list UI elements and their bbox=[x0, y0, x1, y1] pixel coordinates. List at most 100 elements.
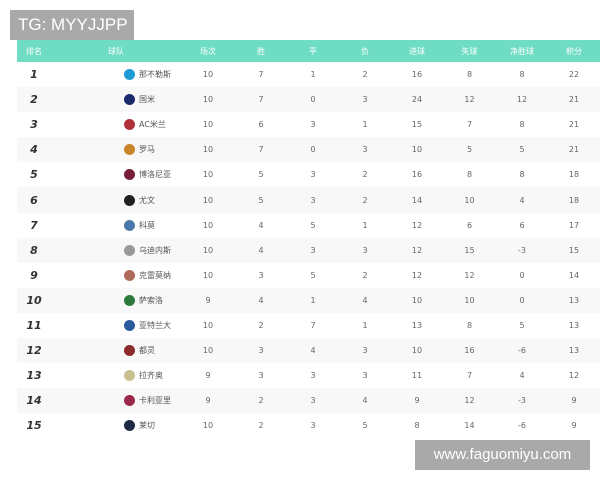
stat-gd: 8 bbox=[519, 170, 525, 180]
stat-d: 3 bbox=[310, 120, 316, 130]
team-cell: 尤文 bbox=[51, 187, 181, 213]
table-row: 3 AC米兰 10 6 3 1 15 7 8 21 bbox=[17, 112, 600, 137]
stat-ga: 15 bbox=[443, 237, 496, 263]
column-header: 平 bbox=[287, 40, 339, 62]
stat-gd: 8 bbox=[519, 70, 525, 80]
stat-l: 3 bbox=[362, 371, 368, 381]
team-name: 都灵 bbox=[139, 346, 155, 356]
stat-pts: 9 bbox=[548, 388, 600, 414]
team-cell: 亚特兰大 bbox=[51, 313, 181, 338]
stat-l: 5 bbox=[362, 421, 368, 431]
watermark-bottom: www.faguomiyu.com bbox=[415, 440, 590, 470]
rank: 3 bbox=[30, 118, 38, 132]
stat-ga: 16 bbox=[443, 338, 496, 364]
stat-d: 1 bbox=[287, 287, 339, 313]
stat-played: 10 bbox=[181, 187, 235, 213]
stat-ga: 8 bbox=[466, 320, 473, 330]
rank: 1 bbox=[30, 68, 38, 82]
stat-gf: 15 bbox=[411, 120, 423, 130]
team-name: AC米兰 bbox=[139, 120, 166, 130]
stat-gf: 16 bbox=[411, 70, 423, 80]
stat-l: 1 bbox=[362, 320, 368, 330]
stat-pts: 22 bbox=[568, 70, 580, 80]
stat-d: 0 bbox=[287, 137, 339, 163]
stat-ga: 5 bbox=[443, 137, 496, 163]
stat-l: 4 bbox=[339, 388, 391, 414]
udinese-icon bbox=[124, 244, 135, 256]
team-cell: 国米 bbox=[51, 87, 181, 113]
stat-w: 4 bbox=[258, 220, 264, 230]
stat-played: 9 bbox=[205, 371, 211, 381]
column-header: 胜 bbox=[235, 40, 287, 62]
stat-gf: 24 bbox=[391, 87, 443, 113]
stat-gf: 10 bbox=[391, 338, 443, 364]
stat-l: 3 bbox=[339, 338, 391, 364]
como-icon bbox=[124, 219, 135, 231]
stat-played: 10 bbox=[181, 338, 235, 364]
stat-l: 2 bbox=[362, 270, 368, 280]
stat-played: 10 bbox=[202, 220, 214, 230]
column-header: 进球 bbox=[391, 40, 443, 62]
team-cell: 克雷莫纳 bbox=[51, 263, 181, 288]
stat-ga: 12 bbox=[443, 87, 496, 113]
inter-icon bbox=[124, 94, 135, 106]
team-name: 国米 bbox=[139, 95, 155, 105]
stat-ga: 8 bbox=[466, 70, 473, 80]
rank: 13 bbox=[26, 369, 42, 383]
table-header: 排名 球队 场次胜平负进球 失球 净胜球 积分 bbox=[17, 40, 600, 62]
stat-pts: 18 bbox=[568, 170, 580, 180]
stat-pts: 17 bbox=[568, 220, 580, 230]
sassuolo-icon bbox=[124, 294, 135, 306]
stat-d: 3 bbox=[287, 187, 339, 213]
rank: 4 bbox=[17, 137, 51, 163]
table-row: 15 莱切 10 2 3 5 8 14 -6 9 bbox=[17, 413, 600, 438]
stat-gd: 5 bbox=[496, 137, 548, 163]
juventus-icon bbox=[124, 194, 135, 206]
stat-d: 3 bbox=[287, 388, 339, 414]
team-name: 亚特兰大 bbox=[139, 320, 171, 330]
stat-d: 5 bbox=[310, 220, 316, 230]
stat-played: 10 bbox=[202, 270, 214, 280]
team-name: 拉齐奥 bbox=[139, 371, 163, 381]
stat-gd: -3 bbox=[496, 388, 548, 414]
team-name: 罗马 bbox=[139, 145, 155, 155]
roma-icon bbox=[124, 144, 135, 156]
table-row: 9 克雷莫纳 10 3 5 2 12 12 0 14 bbox=[17, 263, 600, 288]
team-cell: 那不勒斯 bbox=[51, 62, 181, 87]
stat-d: 3 bbox=[310, 170, 316, 180]
stat-w: 7 bbox=[235, 137, 287, 163]
stat-played: 10 bbox=[202, 320, 214, 330]
stat-l: 4 bbox=[339, 287, 391, 313]
stat-pts: 13 bbox=[568, 320, 580, 330]
stat-w: 4 bbox=[235, 237, 287, 263]
rank: 10 bbox=[17, 287, 51, 313]
cremonese-icon bbox=[124, 269, 135, 281]
table-row: 14 卡利亚里 9 2 3 4 9 12 -3 9 bbox=[17, 388, 600, 414]
stat-d: 0 bbox=[287, 87, 339, 113]
stat-played: 10 bbox=[202, 421, 214, 431]
stat-played: 10 bbox=[181, 237, 235, 263]
team-name: 乌迪内斯 bbox=[139, 245, 171, 255]
table-row: 11 亚特兰大 10 2 7 1 13 8 5 13 bbox=[17, 313, 600, 338]
stat-pts: 12 bbox=[568, 371, 580, 381]
stat-w: 7 bbox=[258, 70, 264, 80]
rank: 12 bbox=[17, 338, 51, 364]
stat-w: 2 bbox=[258, 320, 264, 330]
stat-d: 5 bbox=[310, 270, 316, 280]
stat-gf: 13 bbox=[411, 320, 423, 330]
stat-gd: -6 bbox=[496, 338, 548, 364]
table-row: 8 乌迪内斯 10 4 3 3 12 15 -3 15 bbox=[17, 237, 600, 263]
stat-played: 10 bbox=[202, 70, 214, 80]
stat-played: 10 bbox=[202, 120, 214, 130]
column-header: 积分 bbox=[548, 40, 600, 62]
stat-l: 2 bbox=[339, 187, 391, 213]
stat-l: 3 bbox=[339, 137, 391, 163]
rank: 8 bbox=[17, 237, 51, 263]
stat-ga: 10 bbox=[443, 187, 496, 213]
stat-pts: 18 bbox=[548, 187, 600, 213]
table-row: 13 拉齐奥 9 3 3 3 11 7 4 12 bbox=[17, 363, 600, 388]
stat-d: 4 bbox=[287, 338, 339, 364]
rank: 14 bbox=[17, 388, 51, 414]
team-cell: 萨索洛 bbox=[51, 287, 181, 313]
rank: 9 bbox=[30, 268, 38, 282]
